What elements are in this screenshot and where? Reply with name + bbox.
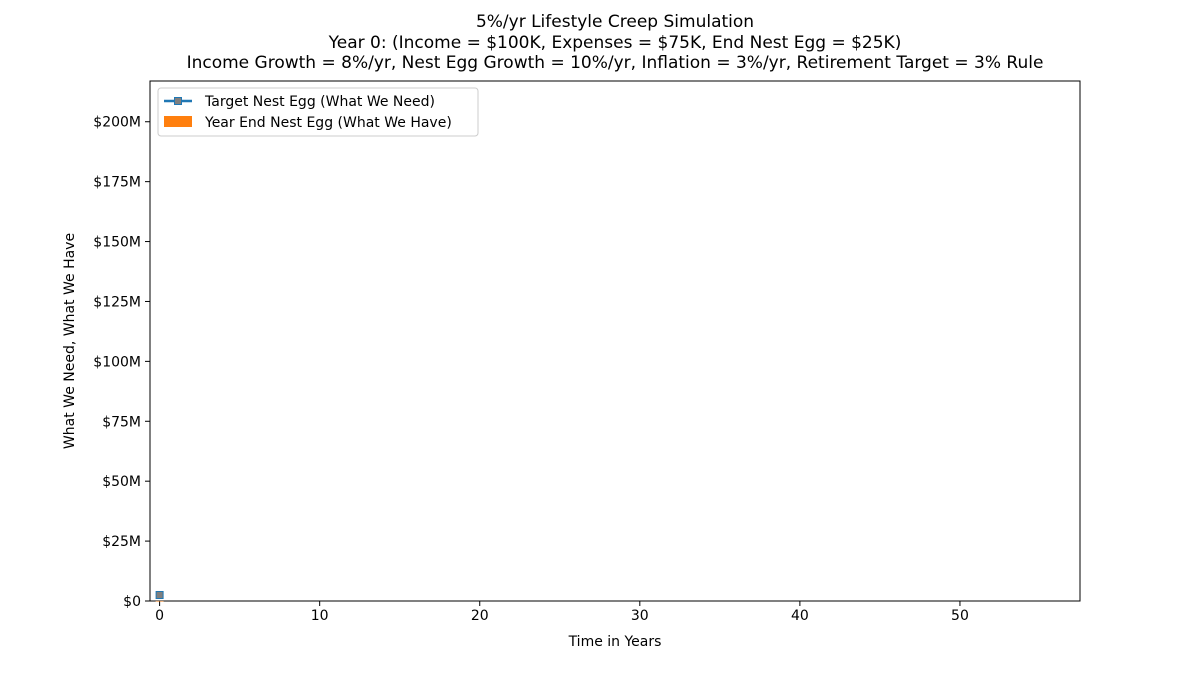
y-axis-label: What We Need, What We Have	[62, 233, 78, 449]
legend-label-year-end: Year End Nest Egg (What We Have)	[204, 115, 452, 131]
y-tick-label: $200M	[93, 115, 141, 131]
y-tick-label: $0	[123, 594, 141, 610]
y-tick-label: $100M	[93, 354, 141, 370]
y-tick-label: $125M	[93, 294, 141, 310]
chart-title-line-2: Year 0: (Income = $100K, Expenses = $75K…	[328, 33, 902, 53]
legend-marker-swatch	[174, 97, 182, 105]
y-tick-label: $50M	[102, 474, 141, 490]
y-axis-ticks: $0 $25M $50M $75M $100M $125M $150M $175M $200M	[93, 115, 150, 610]
x-axis-ticks: 0 10 20 30 40 50	[155, 601, 969, 624]
target-nest-egg-point	[155, 591, 164, 600]
y-tick-label: $175M	[93, 175, 141, 191]
chart-title-line-3: Income Growth = 8%/yr, Nest Egg Growth =…	[187, 53, 1044, 73]
year-end-nest-egg-bar	[155, 600, 164, 602]
x-tick-label: 20	[471, 608, 489, 624]
legend: Target Nest Egg (What We Need) Year End …	[157, 87, 479, 137]
y-tick-label: $150M	[93, 235, 141, 251]
x-tick-label: 50	[951, 608, 969, 624]
x-axis-label: Time in Years	[568, 634, 662, 650]
x-tick-label: 0	[155, 608, 164, 624]
chart-title: 5%/yr Lifestyle Creep Simulation Year 0:…	[187, 12, 1044, 73]
series-layer	[155, 591, 164, 602]
chart-title-line-1: 5%/yr Lifestyle Creep Simulation	[476, 12, 754, 32]
legend-box	[157, 87, 479, 137]
y-tick-label: $25M	[102, 534, 141, 550]
y-tick-label: $75M	[102, 414, 141, 430]
legend-bar-swatch	[164, 116, 192, 127]
x-tick-label: 40	[791, 608, 809, 624]
x-tick-label: 10	[311, 608, 329, 624]
plot-frame	[149, 80, 1081, 602]
legend-label-target: Target Nest Egg (What We Need)	[204, 94, 435, 110]
x-tick-label: 30	[631, 608, 649, 624]
